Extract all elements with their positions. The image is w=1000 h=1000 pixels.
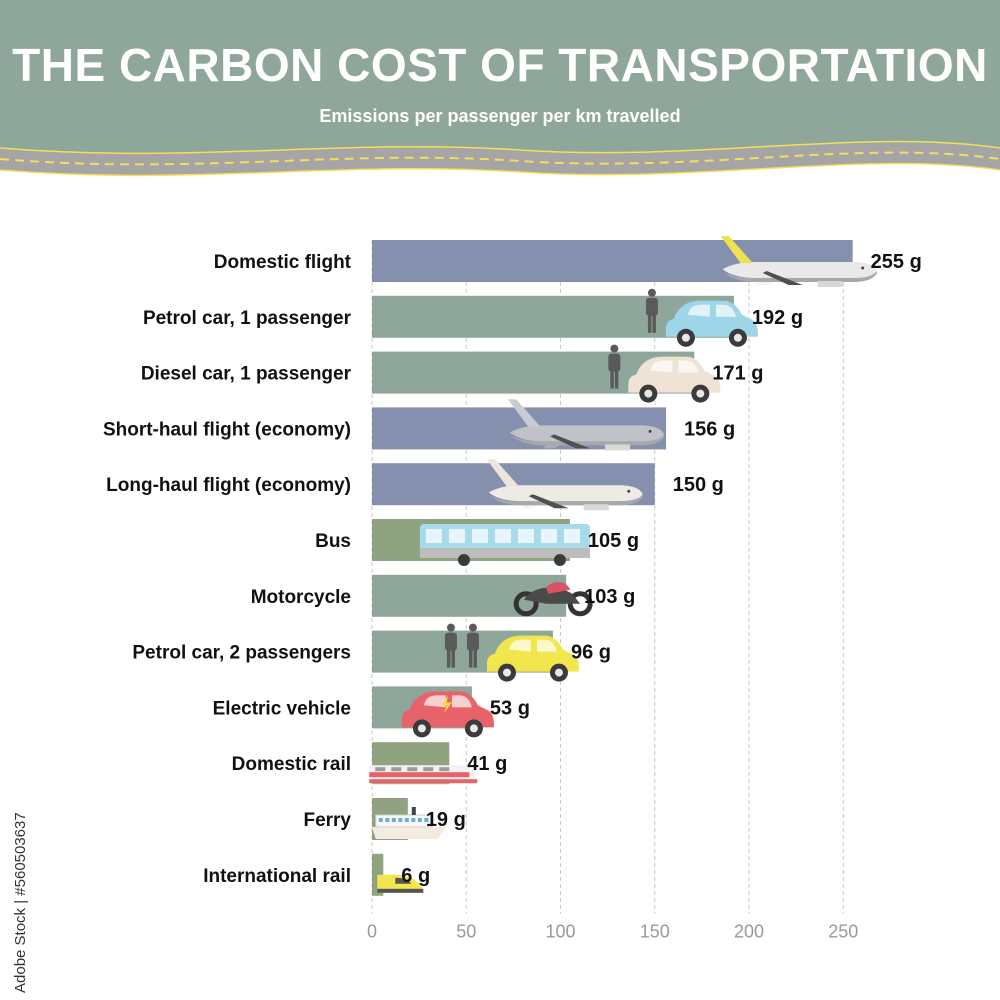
x-axis-ticks: 0 50 100 150 200 250 (367, 922, 858, 942)
bus-wheel (553, 554, 566, 566)
x-tick-label: 100 (545, 922, 575, 942)
value-labels: 255 g 192 g 171 g 156 g 150 g 105 g 103 g 96 g 5… (401, 251, 922, 887)
value-label: 192 g (752, 307, 803, 329)
ferry-funnel (411, 807, 416, 815)
stock-id-watermark: Adobe Stock | #560503637 (10, 765, 34, 995)
bus-window (448, 529, 465, 543)
category-label: Domestic flight (214, 252, 352, 273)
lightning-icon (441, 695, 452, 714)
plane-tail (720, 236, 753, 263)
ferry-window (424, 818, 429, 822)
vehicle-icons (369, 236, 877, 893)
motorcycle-body (524, 587, 581, 604)
value-label: 171 g (712, 363, 763, 385)
x-tick-label: 150 (640, 922, 670, 942)
ferry-hull (371, 827, 446, 839)
value-label: 41 g (467, 753, 507, 775)
ferry-window (404, 818, 409, 822)
value-label: 255 g (871, 251, 922, 273)
category-label: Long-haul flight (economy) (106, 475, 351, 496)
ferry-cabin (375, 814, 433, 828)
high-speed-train-icon (377, 874, 424, 893)
motorcycle-tank (546, 582, 571, 594)
x-tick-label: 50 (456, 922, 476, 942)
grey-plane-icon (508, 399, 665, 451)
value-label: 150 g (673, 474, 724, 496)
bus-window (540, 529, 557, 543)
bus-window (471, 529, 488, 543)
category-label: Motorcycle (251, 587, 351, 608)
category-label: Diesel car, 1 passenger (141, 364, 352, 385)
plane-tail (508, 399, 541, 427)
hs-train-base (377, 888, 424, 893)
plane-tail (486, 459, 519, 487)
train-stripe (369, 779, 478, 784)
bus-window (425, 529, 442, 543)
category-label: Bus (315, 531, 351, 552)
value-label: 103 g (584, 586, 635, 608)
category-label: International rail (203, 866, 351, 887)
train-window (407, 767, 418, 772)
stock-id-text: Adobe Stock | #560503637 (12, 812, 29, 993)
motorcycle-wheel (513, 591, 539, 617)
ferry-window (391, 818, 396, 822)
ferry-icon (371, 807, 446, 839)
value-label: 53 g (490, 697, 530, 719)
page-title: THE CARBON COST OF TRANSPORTATION (12, 39, 988, 91)
value-label: 19 g (426, 809, 466, 831)
x-tick-label: 250 (828, 922, 858, 942)
value-label: 105 g (588, 530, 639, 552)
page-subtitle: Emissions per passenger per km travelled (319, 106, 681, 126)
value-label: 156 g (684, 418, 735, 440)
value-label: 6 g (401, 865, 430, 887)
category-label: Petrol car, 1 passenger (143, 308, 352, 329)
train-window (375, 767, 386, 772)
category-label: Petrol car, 2 passengers (132, 643, 351, 664)
train-icon (369, 765, 478, 784)
x-tick-label: 200 (734, 922, 764, 942)
ferry-window (398, 818, 403, 822)
category-label: Ferry (303, 810, 351, 831)
motorcycle-icon (513, 582, 593, 617)
train-window (439, 767, 450, 772)
category-labels: Domestic flight Petrol car, 1 passenger Di… (103, 252, 352, 887)
category-label: Short-haul flight (economy) (103, 419, 351, 440)
ferry-window (411, 818, 416, 822)
bus-skirt (419, 548, 590, 558)
bars (372, 240, 853, 896)
ferry-window (378, 818, 383, 822)
category-label: Electric vehicle (213, 698, 351, 719)
bus-wheel (457, 554, 470, 566)
category-label: Domestic rail (232, 754, 351, 775)
bus-window (494, 529, 511, 543)
value-label: 96 g (571, 642, 611, 664)
x-tick-label: 0 (367, 922, 377, 942)
ferry-window (417, 818, 422, 822)
bus-icon (419, 524, 590, 566)
white-plane-icon (486, 459, 643, 511)
bus-window (517, 529, 534, 543)
train-stripe (369, 772, 470, 778)
header-banner: THE CARBON COST OF TRANSPORTATION Emissi… (0, 0, 1000, 200)
electric-car-icon (401, 691, 494, 738)
train-window (391, 767, 402, 772)
yellow-plane-icon (720, 236, 877, 287)
hs-train-window (395, 877, 412, 884)
ferry-window (385, 818, 390, 822)
train-window (423, 767, 434, 772)
bus-window (563, 529, 580, 543)
road-banner-graphic (0, 0, 1000, 177)
